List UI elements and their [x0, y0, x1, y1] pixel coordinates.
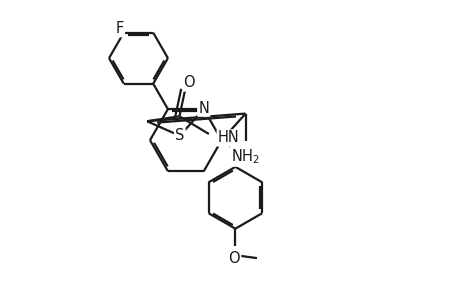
Text: HN: HN — [217, 130, 239, 146]
Text: O: O — [228, 251, 240, 266]
Text: NH$_2$: NH$_2$ — [230, 147, 259, 166]
Text: S: S — [175, 128, 184, 143]
Text: F: F — [116, 21, 123, 36]
Text: N: N — [198, 101, 209, 116]
Text: O: O — [183, 75, 195, 90]
